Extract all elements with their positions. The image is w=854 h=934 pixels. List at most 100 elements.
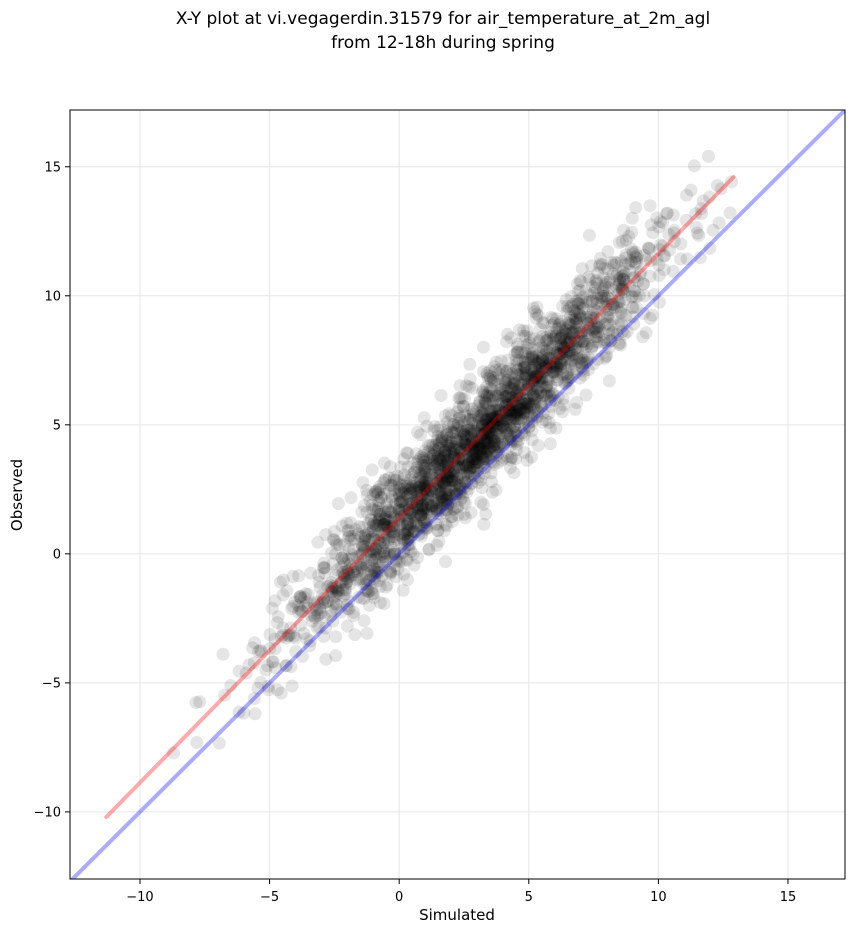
scatter-point [501,393,515,406]
scatter-point [559,293,573,307]
scatter-point [532,309,546,323]
scatter-point [403,472,417,486]
scatter-point [404,486,417,500]
scatter-point [502,397,516,411]
scatter-point [392,502,406,516]
scatter-point [365,542,379,556]
scatter-point [501,380,515,394]
scatter-point [587,322,601,336]
scatter-point [663,243,677,257]
scatter-point [312,608,326,621]
scatter-point [558,376,571,390]
scatter-point [418,444,432,458]
scatter-point [497,420,511,434]
scatter-point [496,427,509,440]
scatter-point [514,367,528,381]
scatter-point [329,597,343,611]
scatter-point [470,445,484,458]
scatter-point [193,695,207,709]
scatter-point [375,491,388,505]
scatter-point [527,379,541,392]
scatter-point [425,499,439,512]
scatter-point [507,377,520,391]
scatter-point [398,479,412,493]
scatter-point [325,546,339,560]
scatter-point [414,508,428,522]
scatter-point [612,287,626,301]
scatter-point [422,471,436,485]
scatter-point [601,316,614,330]
scatter-point [485,375,499,389]
scatter-point [436,451,450,465]
scatter-point [510,404,524,418]
scatter-point [496,418,510,432]
scatter-point [542,384,556,398]
scatter-point [384,505,397,519]
scatter-point [507,420,521,434]
scatter-point [328,524,341,538]
scatter-point [323,579,337,592]
scatter-point [400,519,414,533]
scatter-point [485,416,499,430]
scatter-point [190,736,204,749]
scatter-point [483,421,497,435]
scatter-point [441,457,455,471]
scatter-point [419,520,433,534]
scatter-point [510,340,524,354]
scatter-point [618,251,632,265]
scatter-point [507,382,521,396]
scatter-point [416,505,430,519]
scatter-point [465,437,479,451]
scatter-point [577,302,591,316]
scatter-point [479,425,493,439]
scatter-point [490,449,504,463]
scatter-point [365,583,378,597]
scatter-point [415,477,429,491]
scatter-point [522,416,536,430]
scatter-point [418,461,432,475]
scatter-point [484,454,498,468]
scatter-point [542,406,556,420]
scatter-point [556,320,569,334]
scatter-point [437,460,451,474]
scatter-point [371,566,385,580]
scatter-point [400,446,414,460]
scatter-point [486,371,500,385]
scatter-point [612,236,626,249]
scatter-point [285,602,299,616]
scatter-point [463,464,477,478]
scatter-point [543,394,557,408]
scatter-point [487,416,500,430]
scatter-point [566,297,580,311]
scatter-point [440,458,454,472]
scatter-point [626,310,640,324]
scatter-point [611,294,625,308]
scatter-point [533,375,546,389]
scatter-point [400,573,414,587]
scatter-point [381,533,395,547]
scatter-point [491,409,505,423]
scatter-point [553,317,567,331]
scatter-point [614,315,628,328]
scatter-point [560,304,574,318]
scatter-point [571,297,585,311]
scatter-point [443,465,456,479]
scatter-point [439,434,452,448]
scatter-point [445,469,459,483]
scatter-point [480,366,494,380]
scatter-point [359,540,373,554]
scatter-point [411,455,425,469]
scatter-point [565,326,579,340]
scatter-point [557,344,571,358]
scatter-point [600,348,614,362]
scatter-point [454,467,467,481]
scatter-point [502,403,516,417]
scatter-point [418,479,432,493]
scatter-point [455,391,469,405]
scatter-point [652,295,666,309]
scatter-point [395,478,409,492]
scatter-point [354,561,368,575]
scatter-point [476,439,490,453]
scatter-point [501,327,515,341]
scatter-point [445,475,459,489]
